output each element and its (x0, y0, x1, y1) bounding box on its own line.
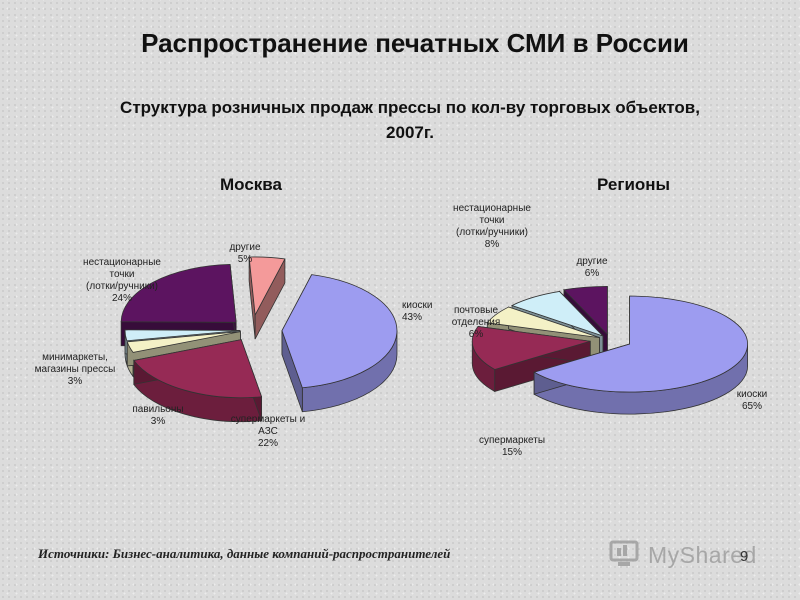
pie-1-label-2-line-0: почтовые (454, 305, 498, 316)
pie-1-slice-4-top (563, 286, 608, 336)
pie-1-label-4-line-1: 6% (585, 268, 600, 279)
pie-0-slice-1-top (133, 339, 263, 399)
watermark-text: MyShared (648, 542, 757, 568)
pie-0-label-2-line-1: 3% (151, 416, 166, 427)
pie-0-label-4-line-1: точки (110, 269, 135, 280)
moscow-chart-title: Москва (220, 175, 282, 194)
pie-0-label-4: нестационарные точки (лотки/ручники) 24% (83, 257, 161, 304)
pie-0-label-3-line-0: минимаркеты, (42, 352, 108, 363)
pie-1-slice-1-top (471, 326, 591, 370)
subtitle-line-1: Структура розничных продаж прессы по кол… (120, 98, 700, 117)
watermark: MyShared (608, 538, 758, 572)
pie-1-label-1-line-1: 15% (502, 447, 522, 458)
pie-1: киоски 65% супермаркеты 15% почтовые отделени… (452, 203, 768, 458)
pie-0: киоски 43%супермаркеты и АЗС 22%павильоны 3%… (35, 242, 433, 449)
pie-1-slice-1 (471, 325, 591, 393)
pie-1-label-3-line-1: точки (480, 215, 505, 226)
pie-0-label-0-line-1: 43% (402, 312, 422, 323)
pie-1-label-2-line-2: 6% (469, 329, 484, 340)
pie-0-label-5-line-0: другие (229, 242, 261, 253)
pie-0-slice-2-top (126, 331, 241, 353)
pie-1-label-0: киоски 65% (737, 389, 767, 412)
pie-1-slice-2-top (486, 306, 600, 339)
pie-0-label-1-line-1: АЗС (258, 426, 278, 437)
pie-0-slice-5 (248, 256, 286, 340)
pie-0-label-2: павильоны 3% (132, 404, 183, 427)
pie-1-label-2-line-1: отделения (452, 317, 501, 328)
page-number: 9 (740, 548, 749, 565)
pie-0-slice-5-top (248, 256, 286, 317)
regions-chart-title: Регионы (597, 175, 671, 194)
pie-0-slice-0-top (281, 274, 398, 389)
pie-0-label-1: супермаркеты и АЗС 22% (231, 414, 305, 449)
pie-1-label-1: супермаркеты 15% (479, 435, 545, 458)
pie-1-label-0-line-1: 65% (742, 401, 762, 412)
pie-0-label-2-line-0: павильоны (132, 404, 183, 415)
pie-1-label-3-line-0: нестационарные (453, 203, 531, 214)
subtitle-line-2: 2007г. (386, 123, 434, 142)
pie-1-slice-3-top (510, 290, 604, 337)
pie-0-label-1-line-2: 22% (258, 438, 278, 449)
pie-0-label-3-line-2: 3% (68, 376, 83, 387)
pie-0-slice-0 (281, 274, 398, 413)
pie-0-slice-1 (133, 339, 263, 423)
pie-0-label-0: киоски 43% (402, 300, 432, 323)
pie-1-label-1-line-0: супермаркеты (479, 435, 545, 446)
page-title: Распространение печатных СМИ в России (141, 28, 689, 58)
pie-0-slice-4-top (120, 263, 237, 323)
pie-0-label-4-line-0: нестационарные (83, 257, 161, 268)
pie-1-label-3-line-3: 8% (485, 239, 500, 250)
source-note: Источники: Бизнес-аналитика, данные комп… (38, 546, 451, 561)
chart-subtitle: Структура розничных продаж прессы по кол… (60, 95, 760, 145)
pie-1-label-4: другие 6% (576, 256, 608, 279)
pie-1-slice-0 (533, 295, 749, 415)
pie-1-label-3: нестационарные точки (лотки/ручники) 8% (453, 203, 531, 250)
pie-0-label-5-line-1: 5% (238, 254, 253, 265)
watermark-logo-icon (609, 540, 639, 566)
pie-0-slice-3-top (124, 329, 241, 342)
pie-1-label-2: почтовые отделения 6% (452, 305, 501, 340)
pie-1-slice-0-top (533, 295, 748, 393)
pie-0-label-0-line-0: киоски (402, 300, 432, 311)
pie-0-label-1-line-0: супермаркеты и (231, 414, 305, 425)
pie-1-label-4-line-0: другие (576, 256, 608, 267)
pie-0-label-4-line-3: 24% (112, 293, 132, 304)
pie-0-label-5: другие 5% (229, 242, 261, 265)
pie-0-label-3-line-1: магазины прессы (35, 364, 116, 375)
pie-1-label-3-line-2: (лотки/ручники) (456, 227, 528, 238)
pie-1-label-0-line-0: киоски (737, 389, 767, 400)
pie-0-label-3: минимаркеты, магазины прессы 3% (35, 352, 116, 387)
pie-0-label-4-line-2: (лотки/ручники) (86, 281, 158, 292)
